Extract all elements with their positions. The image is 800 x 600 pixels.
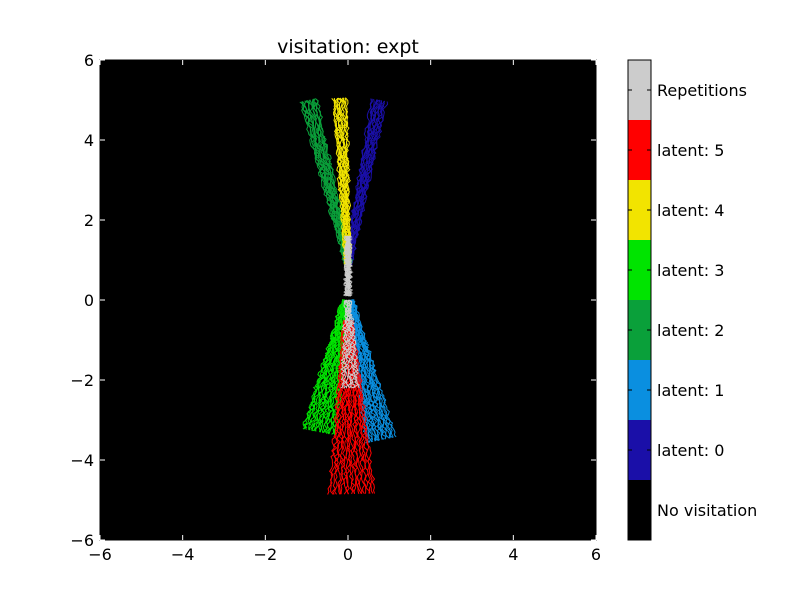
colorbar-frame — [627, 59, 652, 541]
colorbar-segment — [628, 240, 651, 300]
x-tick-label: −6 — [88, 545, 112, 564]
trajectory-repetitions — [345, 299, 354, 389]
y-tick-label: 0 — [84, 291, 94, 310]
colorbar-label: latent: 0 — [657, 441, 724, 460]
colorbar-label: latent: 4 — [657, 201, 724, 220]
colorbar-label: Repetitions — [657, 81, 747, 100]
trajectory-latent-3 — [302, 299, 345, 430]
colorbar-label: latent: 2 — [657, 321, 724, 340]
y-tick-label: 6 — [84, 51, 94, 70]
x-tick-label: 6 — [591, 545, 601, 564]
y-tick-label: 4 — [84, 131, 94, 150]
x-tick-label: 4 — [508, 545, 518, 564]
colorbar-segment — [628, 300, 651, 360]
trajectory-latent-5 — [332, 319, 347, 495]
trajectory-latent-5 — [349, 319, 371, 494]
x-tick-label: −2 — [254, 545, 278, 564]
trajectory-repetitions — [347, 299, 359, 389]
trajectory-latent-3 — [322, 299, 349, 434]
chart-title: visitation: expt — [277, 36, 419, 58]
trajectory-latent-1 — [351, 299, 394, 438]
trajectory-latent-4 — [333, 98, 348, 265]
trajectory-latent-5 — [348, 319, 363, 494]
colorbar-label: latent: 3 — [657, 261, 724, 280]
y-tick-label: −6 — [70, 531, 94, 550]
trajectory-latent-2 — [304, 100, 348, 265]
x-axis: −6 −4 −2 0 2 4 6 — [88, 60, 601, 564]
y-axis: −6 −4 −2 0 2 4 6 — [70, 51, 596, 550]
colorbar-segment — [628, 180, 651, 240]
y-tick-label: 2 — [84, 211, 94, 230]
y-tick-label: −4 — [70, 451, 94, 470]
x-tick-label: 0 — [343, 545, 353, 564]
trajectory-latent-5 — [336, 319, 348, 495]
trajectory-repetitions — [348, 299, 360, 389]
trajectory-latent-2 — [299, 101, 346, 265]
trajectory-latent-1 — [351, 299, 397, 438]
colorbar-segment — [628, 120, 651, 180]
trajectory-latent-5 — [348, 319, 366, 494]
colorbar-label: latent: 1 — [657, 381, 724, 400]
colorbar-label: No visitation — [657, 501, 757, 520]
colorbar: No visitation latent: 0 latent: 1 latent: 2… — [627, 59, 757, 541]
colorbar-label: latent: 5 — [657, 141, 724, 160]
trajectory-repetitions — [342, 235, 349, 297]
trajectory-latent-0 — [347, 100, 383, 265]
trajectory-layer — [299, 97, 397, 495]
y-tick-label: −2 — [70, 371, 94, 390]
trajectory-latent-3 — [311, 299, 345, 431]
colorbar-segment — [628, 60, 651, 120]
trajectory-latent-4 — [331, 98, 347, 265]
colorbar-segment — [628, 360, 651, 420]
trajectory-repetitions — [340, 299, 348, 389]
x-tick-label: 2 — [426, 545, 436, 564]
x-tick-label: −4 — [171, 545, 195, 564]
colorbar-segment — [628, 420, 651, 480]
colorbar-segment — [628, 480, 651, 540]
